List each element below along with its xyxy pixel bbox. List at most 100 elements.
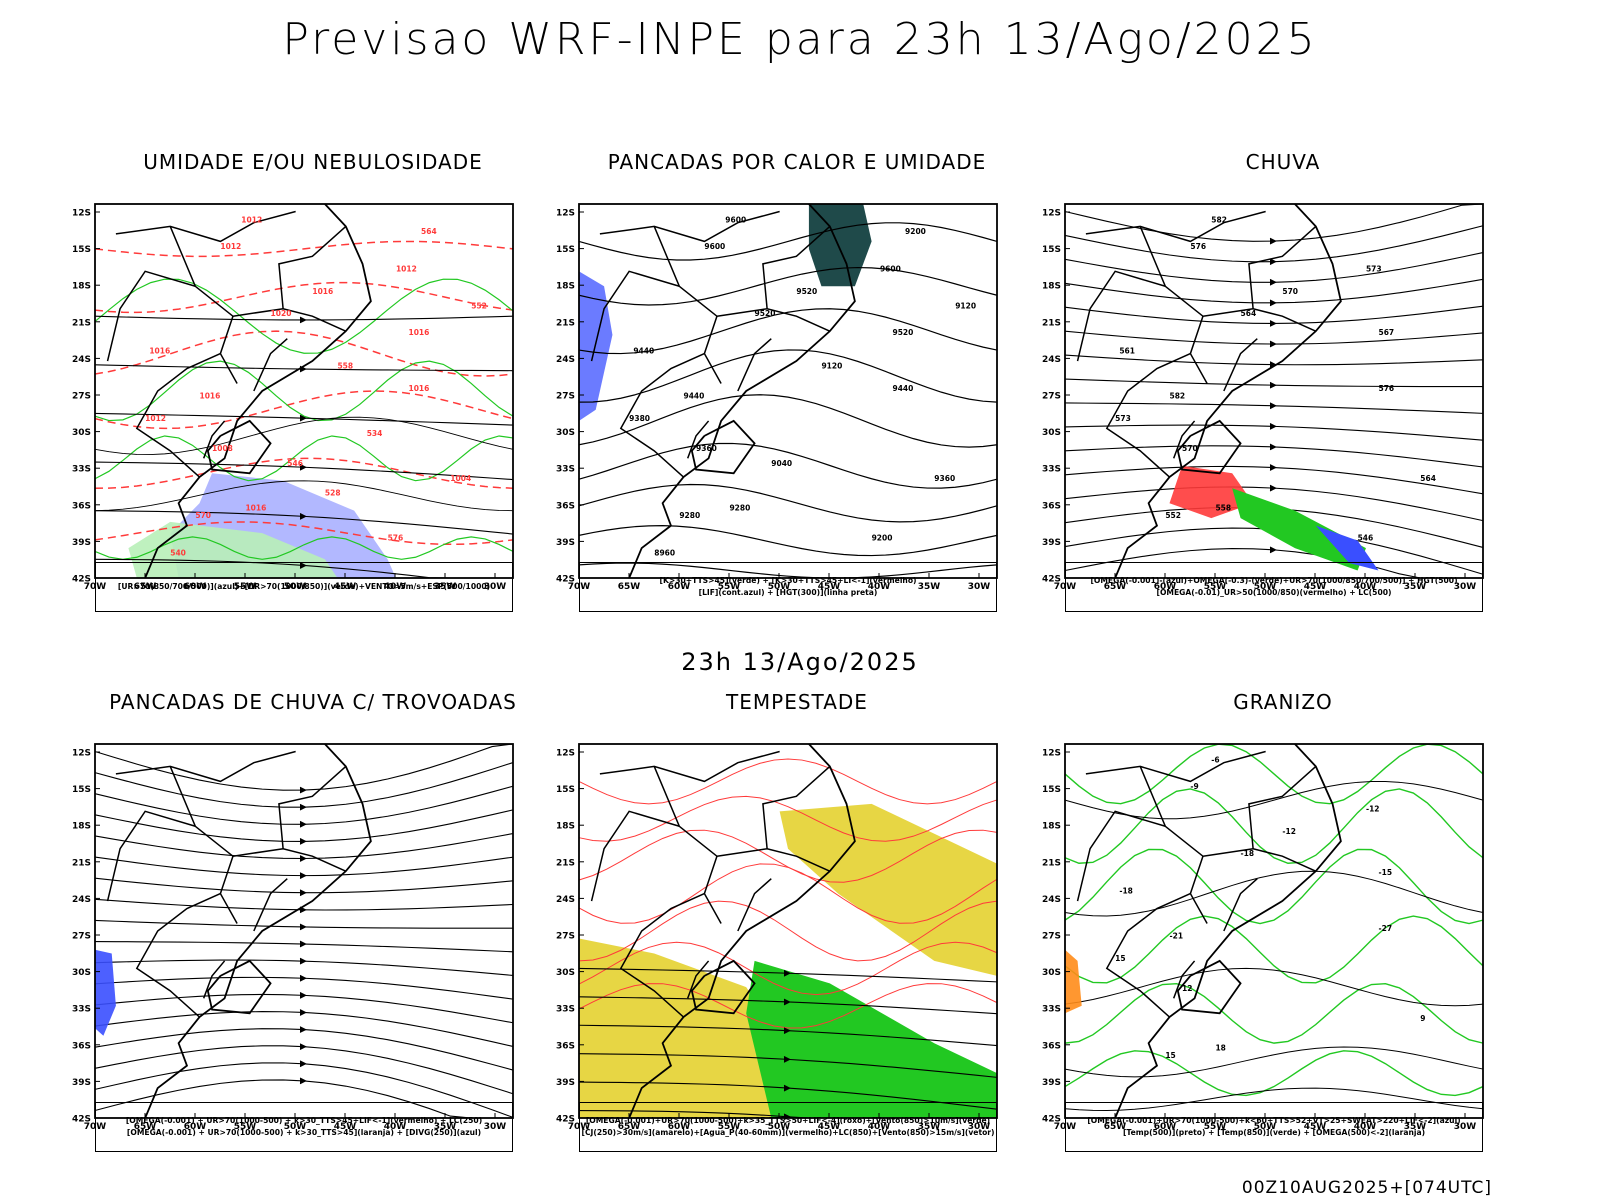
lat-label: 12S — [556, 749, 575, 759]
contour-label: 9520 — [755, 309, 776, 318]
lat-label: 12S — [1042, 209, 1061, 219]
pressure-contours — [94, 416, 514, 512]
lon-label: 60W — [1154, 1122, 1177, 1130]
lon-label: 40W — [384, 582, 407, 590]
map-frame — [1064, 743, 1484, 1119]
contour-label: 15 — [1115, 954, 1125, 963]
contour-label: 9120 — [821, 362, 842, 371]
contour-label: 570 — [1182, 444, 1198, 453]
lat-label: 36S — [1042, 1041, 1061, 1051]
temp850-contours — [1064, 743, 1484, 1097]
contour-label: 9360 — [934, 474, 955, 483]
streamlines — [94, 743, 514, 1119]
lat-label: 42S — [1042, 575, 1061, 585]
contour-label: -9 — [1190, 782, 1198, 791]
contour-label: 1020 — [271, 309, 292, 318]
map-panel: UMIDADE E/OU NEBULOSIDADE 12S 15S 18S 21S 24S… — [63, 150, 563, 630]
lon-label: 55W — [1204, 582, 1227, 590]
contour-label: 15 — [1165, 1051, 1175, 1060]
contour-label: 576 — [388, 534, 404, 543]
lat-label: 39S — [556, 1078, 575, 1088]
convection-teal-area — [808, 204, 872, 287]
legend-line: [Temp(500)](preto) + [Temp(850)](verde) … — [1122, 1128, 1426, 1137]
contour-label: 570 — [195, 511, 211, 520]
lon-label: 40W — [868, 582, 891, 590]
lon-label: 45W — [334, 582, 357, 590]
legend-caption: [OMEGA(-0.001) + UR>70(1000-500) + k>30_… — [95, 1102, 513, 1152]
lon-label: 60W — [184, 582, 207, 590]
lat-label: 21S — [556, 858, 575, 868]
lon-label: 55W — [234, 582, 257, 590]
lon-label: 55W — [1204, 1122, 1227, 1130]
hgt300-contours — [578, 222, 998, 579]
contour-label: 1016 — [245, 504, 266, 513]
map-panel: PANCADAS POR CALOR E UMIDADE 12S 15S 18S 21S… — [547, 150, 1047, 630]
lon-label: 40W — [868, 1122, 891, 1130]
map-panel: CHUVA 12S 15S 18S 21S 24S 27S 30S 33S 36S 39S 42S 70… — [1033, 150, 1533, 630]
lon-label: 40W — [384, 1122, 407, 1130]
contour-label: 1016 — [409, 328, 430, 337]
contour-label: 9380 — [629, 414, 650, 423]
lat-label: 36S — [72, 1041, 91, 1051]
thickness-contours — [94, 240, 514, 546]
lon-label: 35W — [434, 582, 457, 590]
legend-line: [CJ(250)>30m/s](amarelo)+[Agua_P(40-60mm… — [581, 1128, 995, 1137]
contour-label: 561 — [1119, 347, 1135, 356]
lat-label: 18S — [1042, 282, 1061, 292]
legend-caption: [OMEGA(-0.001)+UR>70(1000-500)+k<60+TTS>… — [1065, 1102, 1483, 1152]
lat-label: 21S — [72, 318, 91, 328]
panel-title: CHUVA — [1245, 150, 1321, 174]
lon-label: 65W — [134, 582, 157, 590]
contour-label: 573 — [1115, 414, 1131, 423]
contour-label: 1016 — [409, 384, 430, 393]
contour-label: 18 — [1215, 1044, 1225, 1053]
map-frame — [94, 203, 514, 579]
lat-label: 30S — [556, 968, 575, 978]
panel-title: TEMPESTADE — [726, 690, 868, 714]
lat-label: 42S — [72, 1115, 91, 1125]
contour-label: -12 — [1282, 827, 1296, 836]
lon-label: 50W — [1254, 1122, 1277, 1130]
lon-label: 50W — [284, 582, 307, 590]
legend-caption: [OMEGA(-0.001)+UR>70(1000-500)+k>35_TTS>… — [579, 1102, 997, 1152]
lat-label: 30S — [556, 428, 575, 438]
contour-label: 567 — [1379, 328, 1395, 337]
contour-label: 558 — [337, 362, 353, 371]
contour-label: 9600 — [725, 216, 746, 225]
lat-label: 42S — [1042, 1115, 1061, 1125]
lon-label: 60W — [184, 1122, 207, 1130]
lon-label: 55W — [234, 1122, 257, 1130]
contour-label: 552 — [1165, 511, 1181, 520]
contour-label: 9360 — [696, 444, 717, 453]
contour-label: 1008 — [212, 444, 233, 453]
lc850-contours — [578, 758, 998, 1029]
contour-label: 1016 — [149, 347, 170, 356]
lat-label: 15S — [1042, 245, 1061, 255]
run-info: 00Z10AUG2025+[074UTC] — [1241, 1178, 1492, 1198]
contour-label: 564 — [1420, 474, 1436, 483]
lat-label: 15S — [72, 245, 91, 255]
contour-label: 9200 — [872, 534, 893, 543]
contour-label: 1004 — [450, 474, 471, 483]
panel-title: PANCADAS DE CHUVA C/ TROVOADAS — [109, 690, 517, 714]
lon-label: 45W — [1304, 1122, 1327, 1130]
contour-label: 1016 — [312, 287, 333, 296]
lon-label: 60W — [668, 582, 691, 590]
lat-label: 39S — [1042, 1078, 1061, 1088]
contour-label: 1016 — [200, 391, 221, 400]
lon-label: 55W — [718, 1122, 741, 1130]
legend-caption: [UR>70(850/700/500)](azul)+[UR>70(1000/8… — [95, 562, 513, 612]
lat-label: 36S — [72, 501, 91, 511]
lat-label: 36S — [1042, 501, 1061, 511]
legend-line: [OMEGA(-0.01)_UR>50(1000/850)(vermelho) … — [1156, 588, 1392, 597]
legend-caption: [K>30+TTS>45](verde) + [K>30+TTS>45+LI<-… — [579, 562, 997, 612]
jet-yellow-area — [579, 938, 797, 1118]
lon-label: 30W — [1454, 582, 1477, 590]
contour-label: 9280 — [729, 504, 750, 513]
contour-label: -18 — [1241, 849, 1255, 858]
contour-label: 564 — [421, 227, 437, 236]
